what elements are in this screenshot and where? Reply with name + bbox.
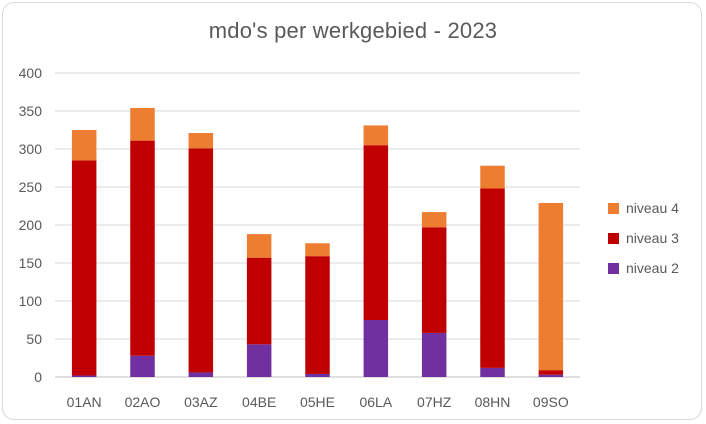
bar-niveau-4-03AZ (188, 133, 214, 149)
y-tick-label: 200 (19, 217, 43, 233)
legend-item: niveau 3 (608, 223, 704, 253)
x-tick-label: 06LA (359, 394, 392, 410)
legend-swatch (608, 202, 619, 214)
chart-legend: niveau 4 niveau 3 niveau 2 (608, 193, 704, 283)
bar-niveau-4-05HE (305, 243, 330, 257)
legend-label: niveau 2 (626, 260, 679, 276)
y-tick-label: 50 (26, 331, 42, 347)
bar-niveau-2-05HE (305, 373, 330, 377)
legend-swatch (608, 232, 619, 244)
legend-label: niveau 3 (626, 230, 679, 246)
y-tick-label: 150 (19, 255, 43, 271)
bar-niveau-2-01AN (71, 375, 97, 377)
x-tick-label: 09SO (533, 394, 569, 410)
bar-niveau-4-06LA (363, 125, 389, 146)
bar-niveau-3-04BE (246, 257, 272, 345)
legend-item: niveau 4 (608, 193, 704, 223)
bar-niveau-2-07HZ (421, 332, 447, 377)
x-tick-label: 08HN (475, 394, 511, 410)
y-tick-label: 0 (34, 369, 42, 385)
bar-niveau-3-01AN (71, 160, 97, 376)
legend-swatch (608, 262, 619, 274)
bar-niveau-2-02AO (130, 355, 155, 377)
bar-niveau-4-04BE (246, 234, 272, 258)
bar-niveau-3-02AO (130, 140, 155, 356)
bar-niveau-3-06LA (363, 145, 389, 320)
y-tick-label: 300 (19, 141, 43, 157)
bar-niveau-2-04BE (246, 344, 272, 377)
bar-niveau-2-09SO (538, 374, 564, 377)
x-tick-label: 04BE (242, 394, 276, 410)
bar-niveau-2-08HN (480, 367, 505, 377)
bar-niveau-4-01AN (71, 130, 97, 161)
bar-niveau-3-07HZ (421, 227, 447, 333)
x-tick-label: 02AO (125, 394, 161, 410)
chart-title: mdo's per werkgebied - 2023 (208, 18, 498, 43)
bar-niveau-4-07HZ (421, 212, 447, 228)
bar-niveau-3-05HE (305, 256, 330, 374)
y-tick-label: 400 (19, 65, 43, 81)
bar-niveau-2-06LA (363, 320, 389, 377)
legend-item: niveau 2 (608, 253, 704, 283)
y-tick-label: 350 (19, 103, 43, 119)
bar-niveau-4-02AO (130, 107, 155, 141)
chart-frame (2, 2, 702, 420)
x-tick-label: 07HZ (417, 394, 452, 410)
x-tick-label: 03AZ (184, 394, 218, 410)
bar-niveau-3-08HN (480, 188, 505, 368)
y-tick-label: 250 (19, 179, 43, 195)
bar-niveau-3-03AZ (188, 148, 214, 373)
x-tick-label: 01AN (67, 394, 102, 410)
bar-niveau-4-08HN (480, 165, 505, 189)
legend-label: niveau 4 (626, 200, 679, 216)
bar-niveau-2-03AZ (188, 372, 214, 377)
bar-niveau-4-09SO (538, 202, 564, 371)
bar-niveau-3-09SO (538, 370, 564, 375)
x-tick-label: 05HE (300, 394, 335, 410)
y-tick-label: 100 (19, 293, 43, 309)
